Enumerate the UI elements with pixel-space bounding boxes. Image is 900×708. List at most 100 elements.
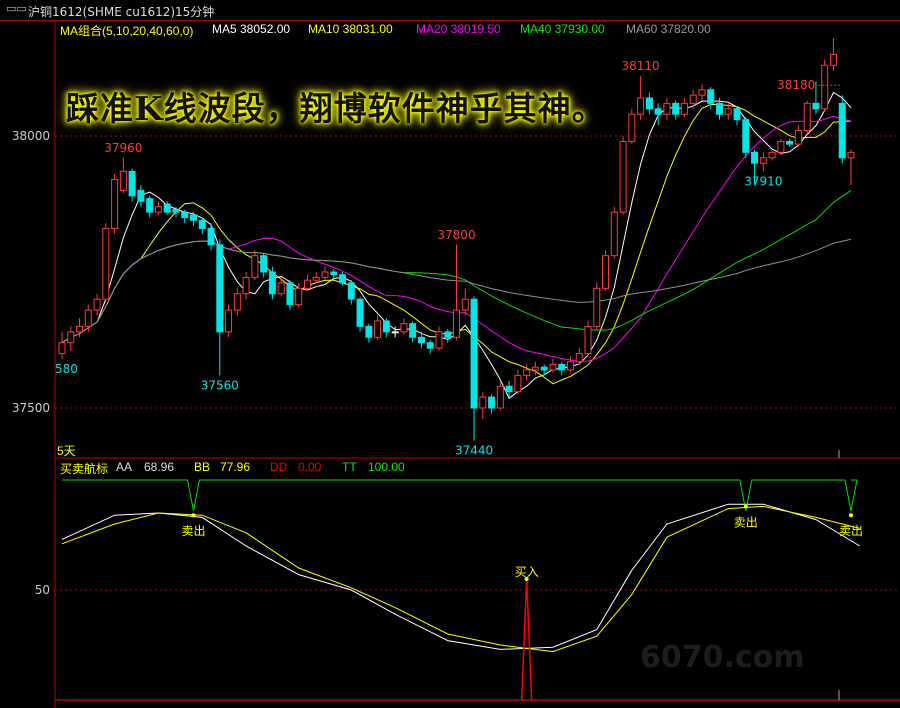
sell-signal-label: 卖出 [734,515,758,529]
candle-body [102,227,110,300]
candle-body [803,102,811,132]
candle-body [505,385,513,393]
candle-body [558,363,566,371]
ma40-value: MA40 37930.00 [520,22,605,36]
price-annotation: 37560 [201,378,239,392]
candle-body [488,396,496,409]
signal-dot [743,504,748,509]
candle-body [426,342,434,349]
candle-body [496,385,504,409]
candle-body [540,366,548,371]
candle-body [163,203,171,213]
candle-body [225,309,233,333]
aa-value: 68.96 [144,460,175,474]
price-annotation: 38180 [777,78,815,92]
price-tick-label: 38000 [12,129,50,143]
window-title: 沪铜1612(SHME cu1612)15分钟 [28,5,215,19]
candle-body [575,353,583,363]
candle-body [400,323,408,333]
candle-body [724,108,732,115]
candle-body [672,102,680,115]
title-bar: ▭▭ 沪铜1612(SHME cu1612)15分钟 [0,0,900,21]
candle-body [382,320,390,333]
tt-value: 100.00 [368,460,405,474]
price-annotation: 37440 [455,444,493,458]
candle-body [531,366,539,371]
indicator-name[interactable]: 买卖航标 [60,462,109,476]
candle-body [268,271,276,295]
candle-body [409,323,417,338]
candle-body [216,244,224,333]
candle-body [628,113,636,142]
candle-body [391,331,399,334]
candle-body [154,206,162,213]
candle-body [198,219,206,229]
candle-body [76,325,84,333]
candle-body [356,298,364,327]
sell-signal-label: 卖出 [181,524,205,538]
price-annotation: 38110 [622,59,660,73]
price-tick-label: 37500 [12,401,50,415]
bb-value: 77.96 [220,460,251,474]
candle-body [119,170,127,191]
candle-body [461,298,469,311]
dd-value: 0.00 [298,460,322,474]
candle-body [838,102,846,159]
ma5-value: MA5 38052.00 [212,22,291,36]
candle-body [93,298,101,311]
watermark: 6070.com [640,640,805,675]
price-annotation: 37800 [437,228,475,242]
candle-body [593,287,601,327]
buy-signal-label: 买入 [515,565,539,579]
candle-body [190,214,197,221]
candle-body [417,336,425,344]
candle-body [549,363,557,371]
dd-label: DD [270,460,288,474]
candle-body [602,255,610,289]
candle-body [786,140,794,145]
candle-body [286,282,294,306]
candle-body [339,274,347,284]
candle-body [137,189,145,202]
ma-group-label[interactable]: MA组合(5,10,20,40,60,0) [60,24,194,38]
candle-body [829,53,837,66]
candle-body [146,198,154,213]
candle-body [365,325,373,338]
candle-body [716,102,723,115]
candle-body [242,276,250,295]
indicator-tick-label: 50 [35,583,50,597]
price-annotation: 580 [55,362,78,376]
candle-body [523,369,531,376]
candle-body [812,102,820,110]
candle-body [453,309,460,338]
candle-body [689,94,697,104]
signal-dot [191,513,196,518]
candle-body [733,108,741,121]
candle-body [654,108,662,115]
period-label: 5天 [57,444,76,458]
tt-label: TT [342,460,357,474]
candle-body [435,331,443,349]
candle-body [347,282,355,300]
price-annotation: 37960 [104,141,142,155]
candle-body [751,151,759,164]
candle-body [610,211,618,257]
candle-body [84,309,92,327]
candle-body [847,151,855,159]
candle-body [514,374,522,393]
candle-body [251,255,259,278]
window-menu-icon[interactable]: ▭▭ [6,2,27,15]
ma10-value: MA10 38031.00 [308,22,393,36]
signal-dot [849,513,853,518]
candle-body [374,320,382,338]
aa-line [61,503,861,650]
candle-body [566,361,574,371]
aa-label: AA [116,460,133,474]
candle-body [181,211,189,219]
candle-body [111,179,119,229]
candle-body [584,325,592,355]
candle-body [312,276,320,281]
candle-body [295,287,303,306]
candle-body [260,255,268,273]
